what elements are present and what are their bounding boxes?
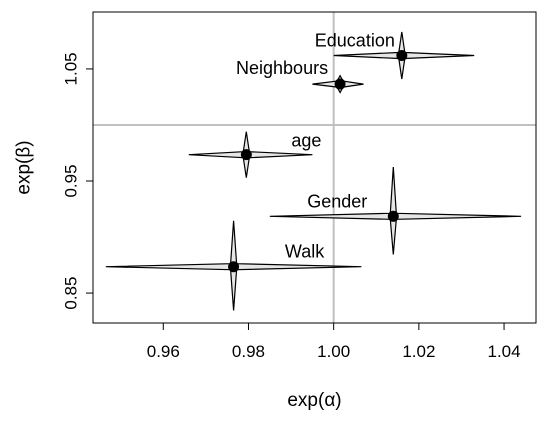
point-label-gender: Gender xyxy=(307,191,367,211)
point-label-age: age xyxy=(291,131,321,151)
point-walk xyxy=(228,261,239,272)
x-axis: 0.96 0.98 1.00 1.02 1.04 xyxy=(147,323,521,361)
point-gender xyxy=(388,211,399,222)
point-labels: Education Neighbours age Gender Walk xyxy=(236,30,395,261)
point-education xyxy=(396,50,407,61)
y-axis-title: exp(β) xyxy=(14,140,35,194)
x-tick-label: 0.96 xyxy=(147,342,180,361)
x-axis-title: exp(α) xyxy=(287,390,341,411)
point-label-walk: Walk xyxy=(285,242,325,262)
x-tick-label: 1.02 xyxy=(402,342,435,361)
x-tick-label: 1.04 xyxy=(488,342,521,361)
point-age xyxy=(241,149,252,160)
y-axis: 0.85 0.95 1.05 xyxy=(62,52,94,309)
y-tick-label: 1.05 xyxy=(62,52,81,85)
x-tick-label: 1.00 xyxy=(317,342,350,361)
point-label-neighbours: Neighbours xyxy=(236,58,328,78)
y-tick-label: 0.85 xyxy=(62,277,81,310)
x-tick-label: 0.98 xyxy=(232,342,265,361)
point-neighbours xyxy=(335,79,346,90)
point-label-education: Education xyxy=(315,30,395,50)
y-tick-label: 0.95 xyxy=(62,164,81,197)
